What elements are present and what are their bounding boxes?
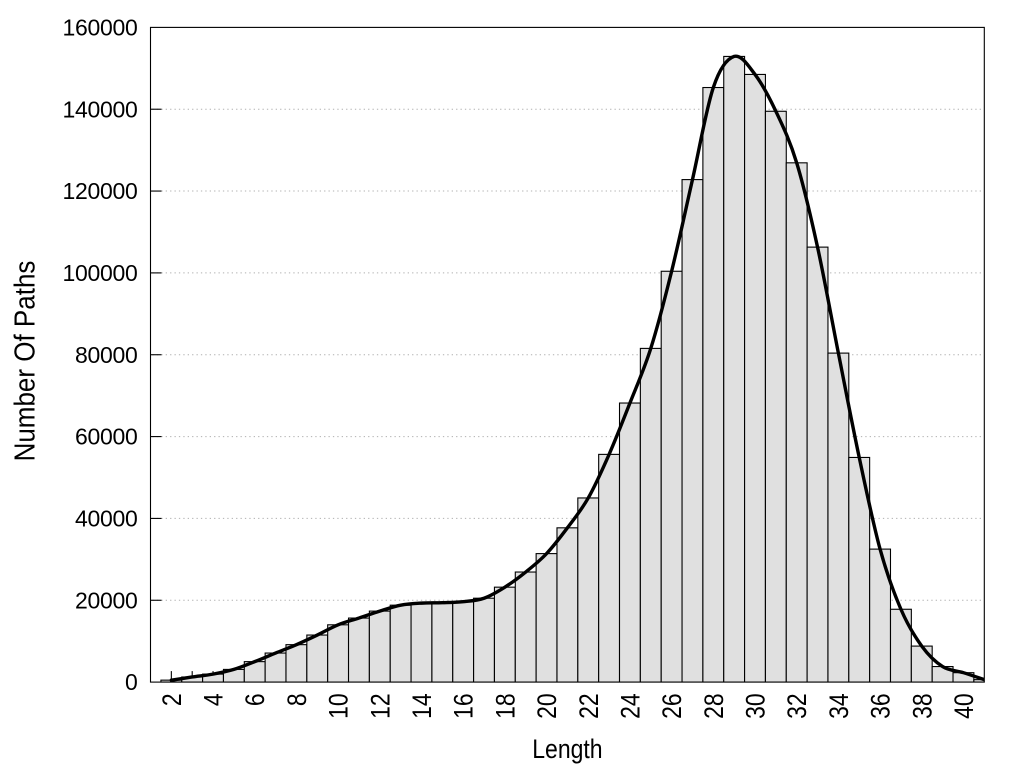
svg-text:160000: 160000 — [63, 14, 138, 40]
svg-text:6: 6 — [241, 693, 271, 706]
svg-text:26: 26 — [657, 693, 687, 719]
svg-text:40000: 40000 — [75, 506, 137, 532]
svg-text:12: 12 — [366, 693, 396, 719]
svg-text:22: 22 — [574, 693, 604, 719]
svg-text:34: 34 — [824, 693, 854, 719]
svg-text:36: 36 — [866, 693, 896, 719]
svg-text:14: 14 — [407, 693, 437, 719]
svg-text:28: 28 — [699, 693, 729, 719]
svg-text:120000: 120000 — [63, 178, 138, 204]
svg-text:40: 40 — [949, 693, 979, 719]
svg-text:Number Of Paths: Number Of Paths — [8, 261, 40, 462]
svg-text:100000: 100000 — [63, 260, 138, 286]
svg-text:30: 30 — [741, 693, 771, 719]
svg-text:10: 10 — [324, 693, 354, 719]
svg-text:20: 20 — [532, 693, 562, 719]
svg-text:2: 2 — [157, 693, 187, 706]
svg-text:18: 18 — [491, 693, 521, 719]
svg-text:80000: 80000 — [75, 342, 137, 368]
svg-text:20000: 20000 — [75, 587, 137, 613]
svg-text:24: 24 — [616, 693, 646, 719]
svg-text:140000: 140000 — [63, 96, 138, 122]
svg-text:4: 4 — [199, 693, 229, 706]
svg-text:0: 0 — [125, 669, 138, 695]
svg-text:60000: 60000 — [75, 424, 137, 450]
svg-text:38: 38 — [908, 693, 938, 719]
svg-text:32: 32 — [783, 693, 813, 719]
svg-text:8: 8 — [282, 693, 312, 706]
svg-text:16: 16 — [449, 693, 479, 719]
svg-text:Length: Length — [532, 734, 602, 764]
